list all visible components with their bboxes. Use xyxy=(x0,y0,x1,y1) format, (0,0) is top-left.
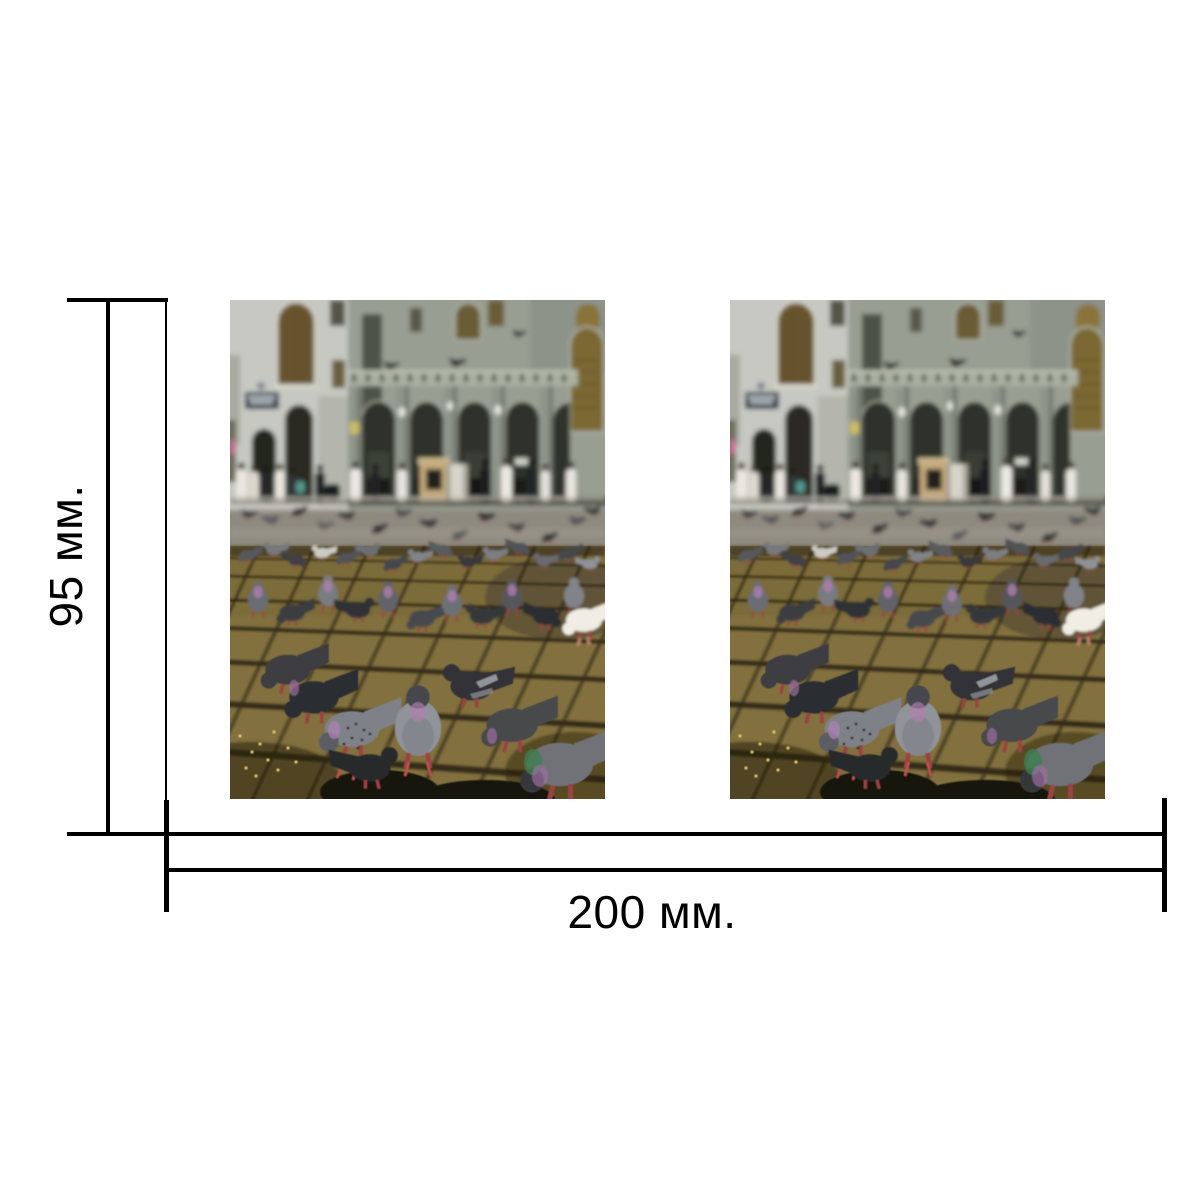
height-extension-line xyxy=(165,300,167,800)
width-dimension-line-top xyxy=(67,832,1167,836)
width-dimension-label: 200 мм. xyxy=(567,886,737,938)
width-dimension-left-tick xyxy=(164,800,169,912)
photo-print-left xyxy=(230,300,605,799)
photo-print-right xyxy=(730,300,1105,799)
pigeons-photo xyxy=(230,300,605,799)
pigeons-photo xyxy=(730,300,1105,799)
height-dimension-top-tick xyxy=(67,298,168,302)
height-dimension-label: 95 мм. xyxy=(40,484,92,628)
width-dimension-line-bottom xyxy=(164,868,1167,872)
height-dimension-line xyxy=(106,300,110,834)
width-dimension-right-tick xyxy=(1162,798,1167,912)
